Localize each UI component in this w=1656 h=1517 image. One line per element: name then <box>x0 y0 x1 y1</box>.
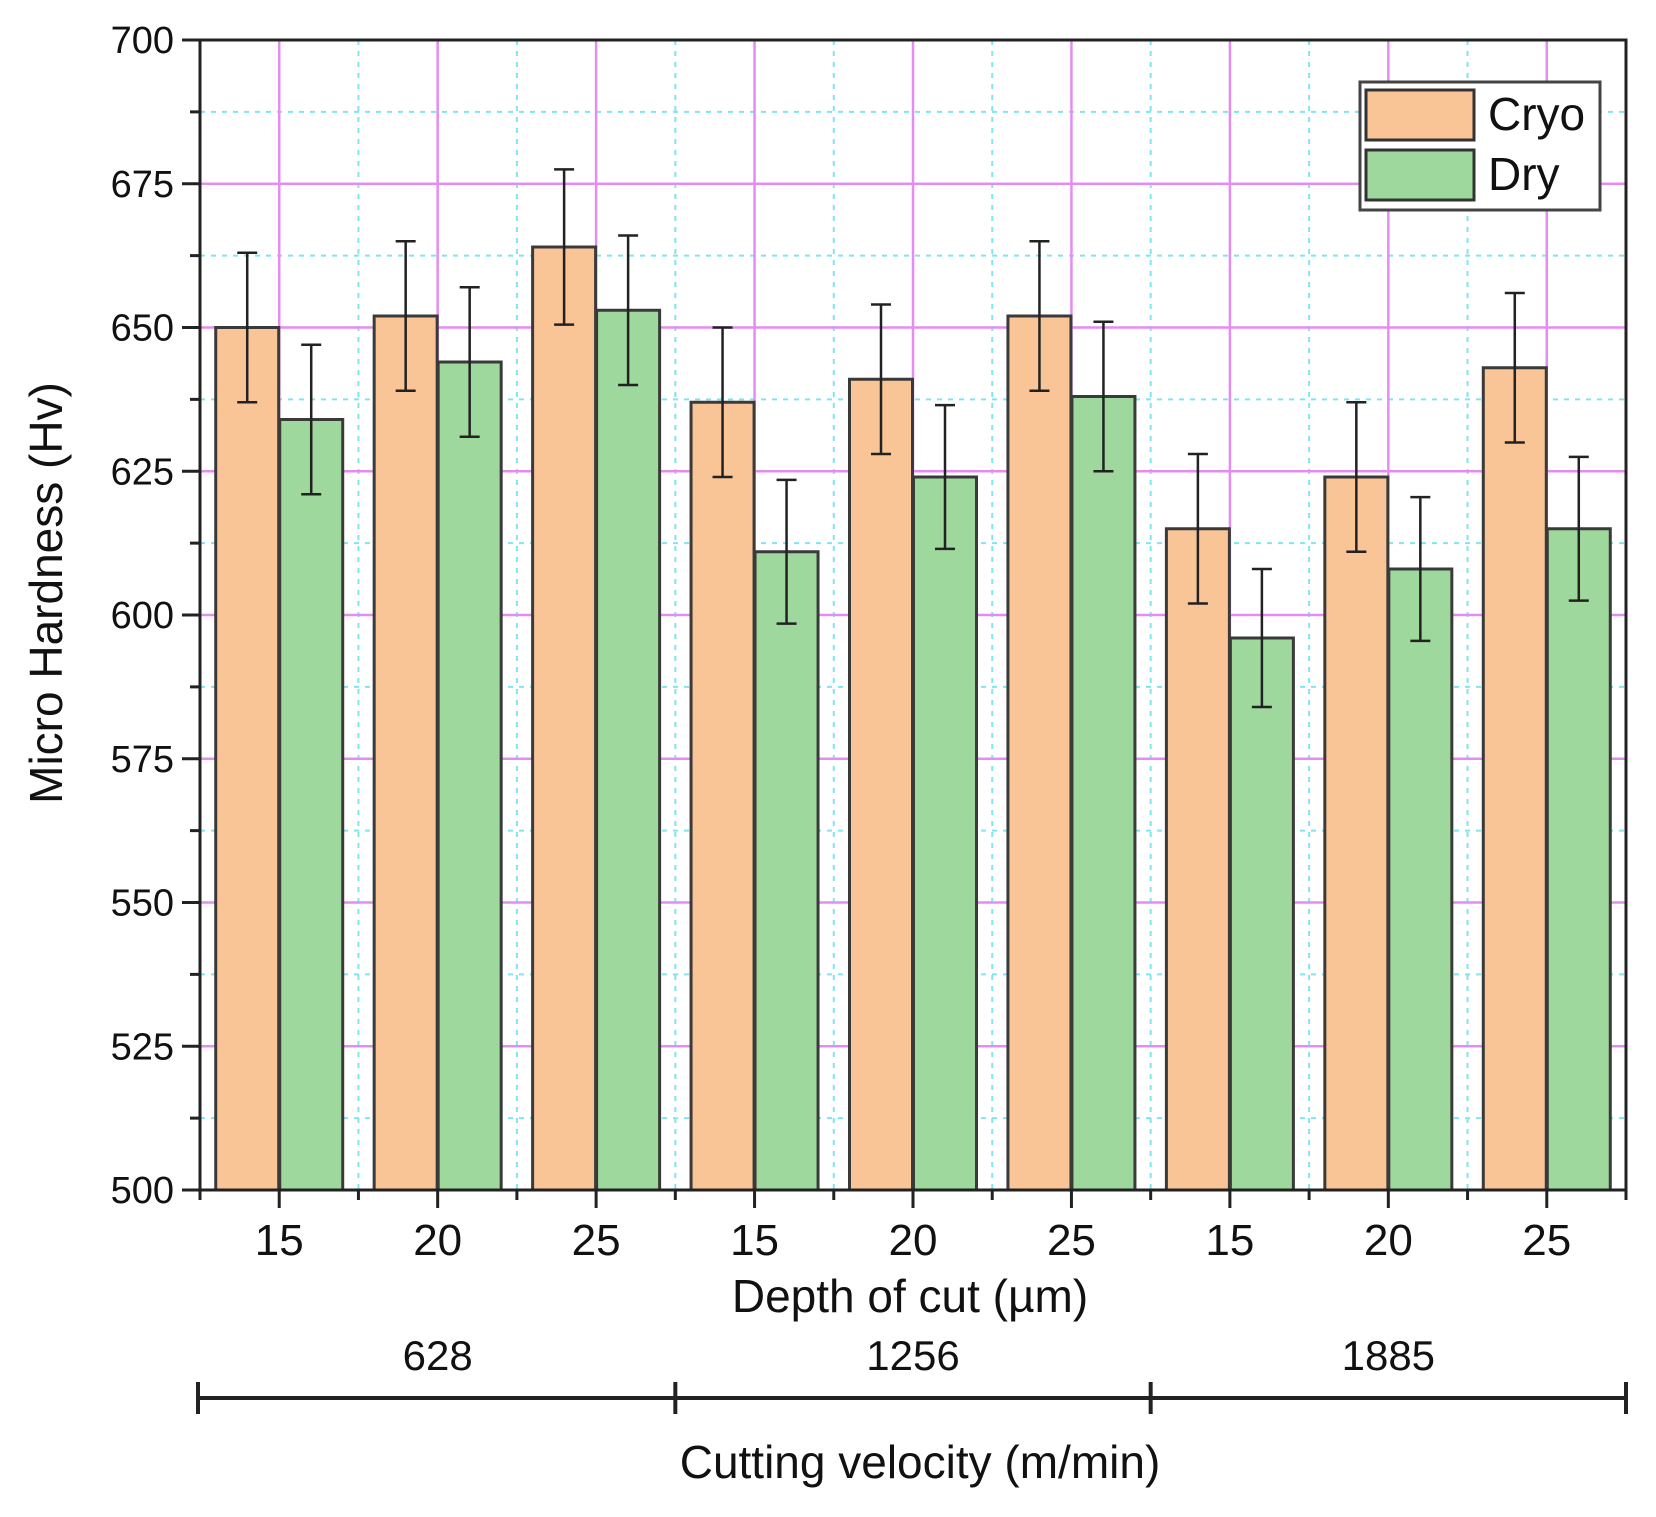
x-tick-label: 15 <box>255 1216 304 1265</box>
bar-dry-8 <box>1545 527 1612 1192</box>
legend: Cryo Dry <box>1358 80 1602 212</box>
y-tick-label: 600 <box>111 595 174 637</box>
secondary-x-axis-title: Cutting velocity (m/min) <box>680 1436 1161 1488</box>
y-tick-label: 625 <box>111 451 174 493</box>
y-tick-label: 700 <box>111 20 174 62</box>
bar-cryo-5 <box>1006 314 1073 1192</box>
x-tick-label: 15 <box>1205 1216 1254 1265</box>
legend-label-cryo: Cryo <box>1488 88 1585 140</box>
y-tick-label: 525 <box>111 1026 174 1068</box>
bar-dry-3 <box>753 550 820 1192</box>
bar-cryo-4 <box>848 377 914 1192</box>
x-tick-label: 25 <box>1522 1216 1571 1265</box>
bar-cryo-2 <box>531 245 598 1192</box>
bar-dry-5 <box>1070 395 1137 1192</box>
x-tick-label: 20 <box>889 1216 938 1265</box>
y-tick-label: 500 <box>111 1170 174 1212</box>
bar-dry-7 <box>1387 567 1454 1192</box>
y-tick-label: 575 <box>111 739 174 781</box>
bar-cryo-7 <box>1323 475 1390 1192</box>
bar-cryo-0 <box>214 326 281 1192</box>
legend-swatch-cryo <box>1364 88 1476 142</box>
x-tick-label: 15 <box>730 1216 779 1265</box>
y-axis-title: Micro Hardness (Hv) <box>20 382 72 804</box>
bars <box>214 245 1612 1192</box>
bar-dry-2 <box>595 308 662 1192</box>
y-axis-ticks: 500 525 550 575 600 625 650 675 700 <box>111 20 200 1212</box>
group-label-1885: 1885 <box>1342 1332 1435 1379</box>
legend-label-dry: Dry <box>1488 148 1560 200</box>
bar-dry-4 <box>912 475 978 1192</box>
legend-swatch-dry <box>1364 148 1476 202</box>
bar-dry-6 <box>1228 636 1295 1192</box>
bar-cryo-3 <box>689 400 756 1192</box>
y-tick-label: 550 <box>111 883 174 925</box>
x-tick-label: 25 <box>1047 1216 1096 1265</box>
bar-dry-1 <box>436 360 503 1192</box>
y-tick-label: 650 <box>111 308 174 350</box>
x-tick-label: 20 <box>413 1216 462 1265</box>
cutting-velocity-groups: 628 1256 1885 <box>196 1332 1628 1414</box>
bar-cryo-6 <box>1164 527 1231 1192</box>
y-tick-label: 675 <box>111 164 174 206</box>
error-bars <box>237 168 1589 709</box>
group-label-1256: 1256 <box>866 1332 959 1379</box>
x-axis-ticks: 15 20 25 15 20 25 15 20 25 <box>198 1190 1628 1265</box>
x-tick-label: 25 <box>572 1216 621 1265</box>
bar-cryo-8 <box>1481 366 1548 1192</box>
x-tick-label: 20 <box>1364 1216 1413 1265</box>
bar-dry-0 <box>278 418 345 1192</box>
x-axis-title: Depth of cut (µm) <box>732 1270 1088 1322</box>
bar-cryo-1 <box>372 314 439 1192</box>
group-label-628: 628 <box>403 1332 473 1379</box>
